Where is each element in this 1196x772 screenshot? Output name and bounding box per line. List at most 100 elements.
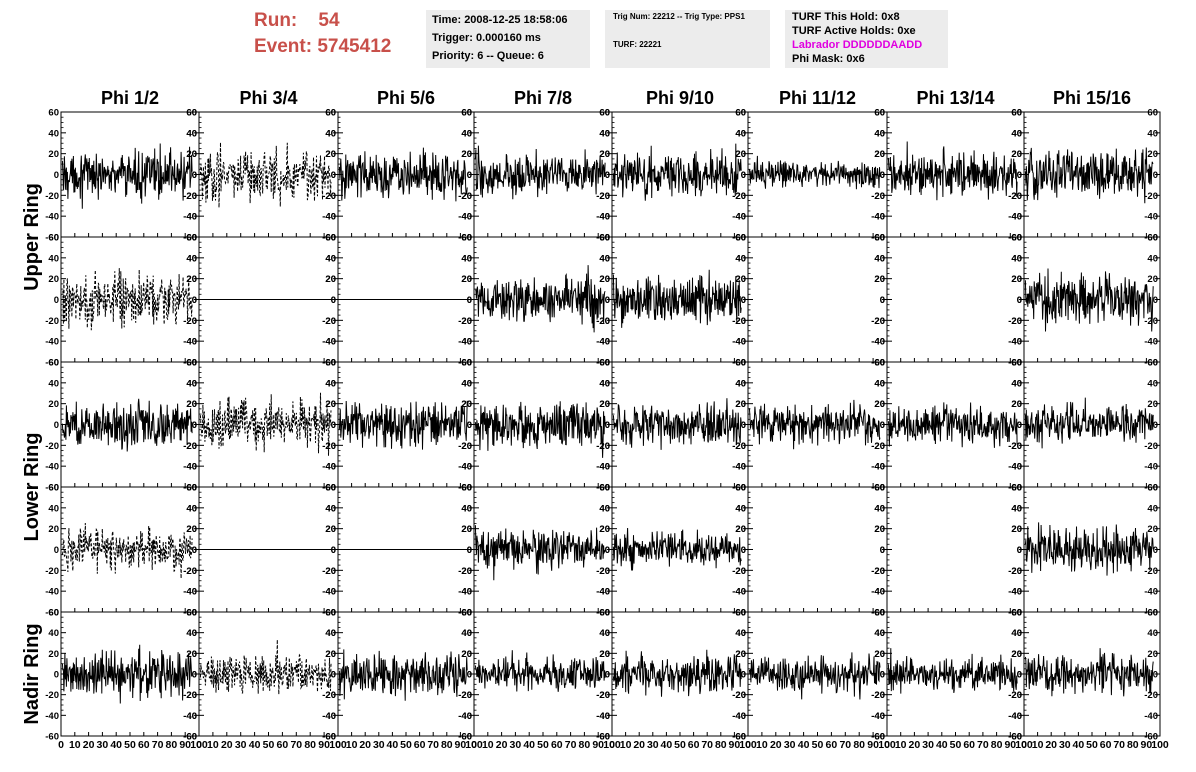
- xtick-label: 40: [661, 739, 673, 751]
- ytick-label-right: 20: [1147, 274, 1158, 285]
- trace-line: [199, 639, 332, 695]
- xtick-label: 90: [179, 739, 191, 751]
- ytick-label-right: 40: [1147, 378, 1158, 389]
- ytick-label-left: -40: [871, 711, 885, 722]
- ytick-label-right: 0: [467, 420, 472, 431]
- ytick-label-right: 0: [1017, 170, 1022, 181]
- ytick-label-left: 40: [461, 503, 472, 514]
- xtick-label: 100: [1015, 739, 1033, 751]
- ytick-label-right: -40: [458, 337, 472, 348]
- ytick-label-right: -20: [1008, 690, 1022, 701]
- ytick-label-left: 0: [467, 545, 472, 556]
- ytick-label-right: 0: [1153, 420, 1158, 431]
- ytick-label-left: -20: [183, 566, 197, 577]
- ytick-label-right: 40: [186, 128, 197, 139]
- ytick-label-left: 0: [54, 420, 59, 431]
- ytick-label-right: -20: [871, 566, 885, 577]
- ytick-label-left: 0: [1017, 420, 1022, 431]
- ytick-label-left: -60: [45, 483, 59, 494]
- panel-frame: [60, 486, 200, 613]
- ytick-label-left: -20: [322, 441, 336, 452]
- ytick-label-left: 60: [874, 233, 885, 244]
- ytick-label-right: -20: [458, 441, 472, 452]
- xtick-label: 50: [950, 739, 962, 751]
- ytick-label-right: 0: [1017, 295, 1022, 306]
- ytick-label-right: 40: [735, 378, 746, 389]
- ytick-label-left: 60: [599, 358, 610, 369]
- ytick-label-left: 40: [461, 628, 472, 639]
- ytick-label-right: 40: [461, 253, 472, 264]
- ytick-label-right: 40: [874, 253, 885, 264]
- ytick-label-left: 20: [48, 399, 59, 410]
- xtick-label: 70: [701, 739, 713, 751]
- ytick-label-left: -60: [183, 358, 197, 369]
- ytick-label-left: -60: [732, 608, 746, 619]
- ytick-label-right: 60: [1011, 233, 1022, 244]
- ytick-label-right: 0: [331, 420, 336, 431]
- ytick-label-right: 0: [1017, 670, 1022, 681]
- ytick-label-left: -40: [183, 337, 197, 348]
- ytick-label-right: -20: [1144, 690, 1158, 701]
- ytick-label-right: 0: [880, 170, 885, 181]
- ytick-label-left: -20: [596, 191, 610, 202]
- ytick-label-right: -20: [322, 566, 336, 577]
- ytick-label-left: 0: [54, 545, 59, 556]
- ytick-label-right: -20: [871, 441, 885, 452]
- ytick-label-right: -60: [322, 483, 336, 494]
- ytick-label-right: -60: [1144, 732, 1158, 743]
- ytick-label-left: -40: [871, 212, 885, 223]
- ytick-label-left: -40: [871, 587, 885, 598]
- trace-line: [474, 265, 606, 333]
- ring-label-1: Upper Ring: [21, 183, 43, 291]
- phi-label-3: Phi 5/6: [377, 88, 435, 108]
- ytick-label-left: -60: [871, 358, 885, 369]
- ytick-label-left: 40: [599, 628, 610, 639]
- ytick-label-right: -60: [1144, 608, 1158, 619]
- ytick-label-left: 40: [874, 378, 885, 389]
- ytick-label-right: 60: [1147, 483, 1158, 494]
- ytick-label-right: -20: [871, 316, 885, 327]
- xtick-label: 70: [839, 739, 851, 751]
- xtick-label: 20: [770, 739, 782, 751]
- ytick-label-right: 40: [599, 253, 610, 264]
- ytick-label-right: 20: [186, 274, 197, 285]
- priority-text: Priority: 6 -- Queue: 6: [432, 50, 544, 62]
- ytick-label-right: 60: [735, 483, 746, 494]
- ytick-label-left: 20: [735, 149, 746, 160]
- xtick-label: 90: [318, 739, 330, 751]
- trace-line: [61, 143, 193, 209]
- ytick-label-left: -40: [183, 462, 197, 473]
- ytick-label-right: 20: [325, 274, 336, 285]
- ytick-label-right: -20: [458, 690, 472, 701]
- ytick-label-left: 60: [461, 358, 472, 369]
- ytick-label-right: -40: [458, 711, 472, 722]
- xtick-label: 60: [826, 739, 838, 751]
- ytick-label-right: -40: [322, 587, 336, 598]
- ytick-label-right: -20: [1008, 566, 1022, 577]
- ytick-label-right: 40: [1147, 628, 1158, 639]
- xtick-label: 50: [537, 739, 549, 751]
- ytick-label-right: 40: [874, 628, 885, 639]
- ytick-label-right: -20: [596, 566, 610, 577]
- ytick-label-left: 20: [735, 524, 746, 535]
- xtick-label: 10: [895, 739, 907, 751]
- ytick-label-right: -40: [458, 462, 472, 473]
- ytick-label-right: -20: [871, 690, 885, 701]
- xtick-label: 30: [1059, 739, 1071, 751]
- ytick-label-left: 0: [741, 545, 746, 556]
- xtick-label: 100: [465, 739, 483, 751]
- ytick-label-left: -20: [732, 690, 746, 701]
- ytick-label-left: 0: [467, 420, 472, 431]
- ytick-label-right: -20: [1008, 441, 1022, 452]
- ytick-label-right: 20: [1147, 649, 1158, 660]
- ytick-label-left: 20: [325, 524, 336, 535]
- ytick-label-right: -40: [596, 587, 610, 598]
- xtick-label: 30: [235, 739, 247, 751]
- ytick-label-left: 0: [880, 420, 885, 431]
- ytick-label-left: 20: [461, 649, 472, 660]
- ytick-label-left: 60: [325, 108, 336, 119]
- panel-frame: [886, 486, 1025, 613]
- ytick-label-left: 60: [1011, 483, 1022, 494]
- xtick-label: 80: [715, 739, 727, 751]
- ytick-label-left: -20: [871, 566, 885, 577]
